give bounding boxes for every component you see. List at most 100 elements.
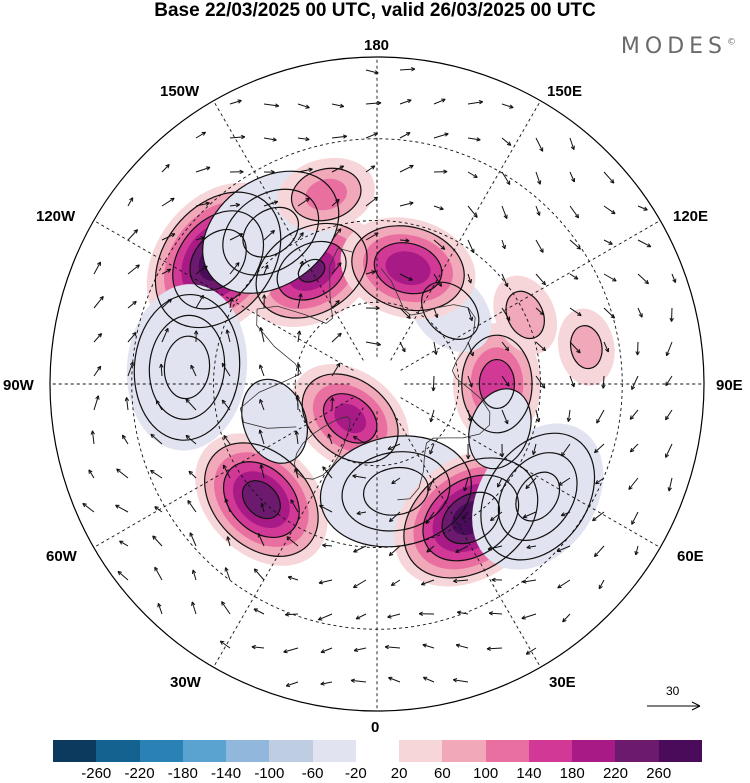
wind-vector xyxy=(594,443,605,454)
wind-vector-head xyxy=(644,279,649,285)
wind-vector-head xyxy=(422,643,427,648)
wind-vector-head xyxy=(322,466,327,471)
wind-vector-head xyxy=(259,399,264,404)
height-contour-line xyxy=(322,393,378,444)
wind-vector-head xyxy=(320,681,325,686)
wind-vector-head xyxy=(576,245,581,250)
wind-vector xyxy=(592,511,605,522)
wind-vector-head xyxy=(260,502,265,508)
wind-vector xyxy=(88,469,95,479)
wind-vector-head xyxy=(352,474,357,479)
wind-vector xyxy=(467,375,473,388)
wind-vector xyxy=(594,545,605,557)
wind-vector-head xyxy=(305,197,310,203)
height-contour-line xyxy=(373,242,443,295)
wind-vector xyxy=(467,137,481,141)
anomaly-contour-fill xyxy=(385,251,431,286)
colorbar-tick-label: -180 xyxy=(167,765,198,782)
height-contour-line xyxy=(172,210,265,310)
wind-vector-head xyxy=(465,454,471,460)
wind-vector xyxy=(525,477,537,489)
wind-vector-head xyxy=(299,232,304,237)
wind-vector xyxy=(331,397,333,411)
wind-vector-head xyxy=(558,481,563,486)
lon-label-0: 0 xyxy=(371,719,380,736)
graticule xyxy=(50,57,704,711)
wind-vector xyxy=(221,601,231,615)
wind-vector xyxy=(521,613,537,619)
wind-vector-head xyxy=(165,164,170,169)
wind-vector-head xyxy=(129,361,134,366)
height-contour-line xyxy=(290,167,362,222)
wind-vector xyxy=(82,503,95,513)
wind-vector-head xyxy=(391,479,396,485)
wind-vector xyxy=(253,608,265,615)
coastline xyxy=(239,247,354,429)
colorbar xyxy=(53,740,702,762)
colorbar-swatch xyxy=(399,740,443,762)
anomaly-contour-fill xyxy=(570,325,603,369)
wind-vector-head xyxy=(185,434,190,440)
height-contour-line xyxy=(276,240,347,301)
wind-vector-head xyxy=(221,399,227,405)
wind-vector-head xyxy=(596,419,601,424)
wind-vector xyxy=(523,511,537,518)
wind-vector-head xyxy=(155,399,160,405)
wind-vector xyxy=(259,399,265,411)
wind-vector xyxy=(433,239,446,250)
wind-vector-head xyxy=(503,214,508,220)
wind-vector xyxy=(453,579,469,582)
wind-vector-head xyxy=(562,617,567,623)
height-contour-line xyxy=(242,206,300,258)
wind-vector xyxy=(263,201,278,207)
wind-vector xyxy=(157,603,163,615)
wind-vector-head xyxy=(224,498,229,503)
wind-vector-head xyxy=(377,100,382,106)
colorbar-swatch xyxy=(53,740,97,762)
wind-vector xyxy=(569,239,581,250)
wind-vector xyxy=(671,273,676,283)
wind-vector xyxy=(229,262,240,275)
wind-vector xyxy=(93,261,101,275)
wind-vector-head xyxy=(253,568,259,573)
wind-vector xyxy=(353,545,367,553)
wind-vector-head xyxy=(133,229,139,234)
colorbar-swatch xyxy=(485,740,529,762)
wind-vector xyxy=(665,409,673,421)
wind-vector-head xyxy=(384,644,389,650)
wind-vector-head xyxy=(132,300,137,306)
wind-vector-head xyxy=(473,213,478,218)
lon-label-180: 180 xyxy=(364,37,390,54)
wind-vector xyxy=(297,137,310,140)
wind-vector-head xyxy=(478,100,484,105)
wind-vector xyxy=(525,647,537,655)
wind-vector xyxy=(425,511,435,524)
wind-vector xyxy=(285,613,299,616)
colorbar-tick-label: 260 xyxy=(646,765,672,782)
wind-vector-head xyxy=(452,678,458,683)
wind-vector-head xyxy=(557,584,562,589)
wind-vector xyxy=(461,511,469,520)
wind-vector-head xyxy=(352,584,358,589)
wind-vector-head xyxy=(88,469,93,474)
wind-vector xyxy=(385,646,401,649)
colorbar-swatch xyxy=(528,740,573,762)
wind-vector-head xyxy=(539,147,544,152)
wind-vector xyxy=(327,433,333,445)
wind-vector xyxy=(399,132,411,139)
wind-vector-head xyxy=(541,346,547,352)
coastlines xyxy=(239,247,491,501)
wind-vector xyxy=(467,307,473,321)
wind-vector xyxy=(637,239,652,248)
wind-vector-head xyxy=(164,327,169,333)
wind-vector-head xyxy=(539,310,545,316)
wind-vector xyxy=(433,98,446,105)
wind-vector-head xyxy=(330,397,335,402)
wind-vector-head xyxy=(490,516,495,522)
wind-vector-head xyxy=(473,173,478,178)
wind-vector xyxy=(161,197,175,207)
wind-vector-head xyxy=(274,103,280,108)
wind-vector-head xyxy=(219,640,225,645)
wind-vector-head xyxy=(388,551,394,557)
meridian-line xyxy=(400,397,661,548)
